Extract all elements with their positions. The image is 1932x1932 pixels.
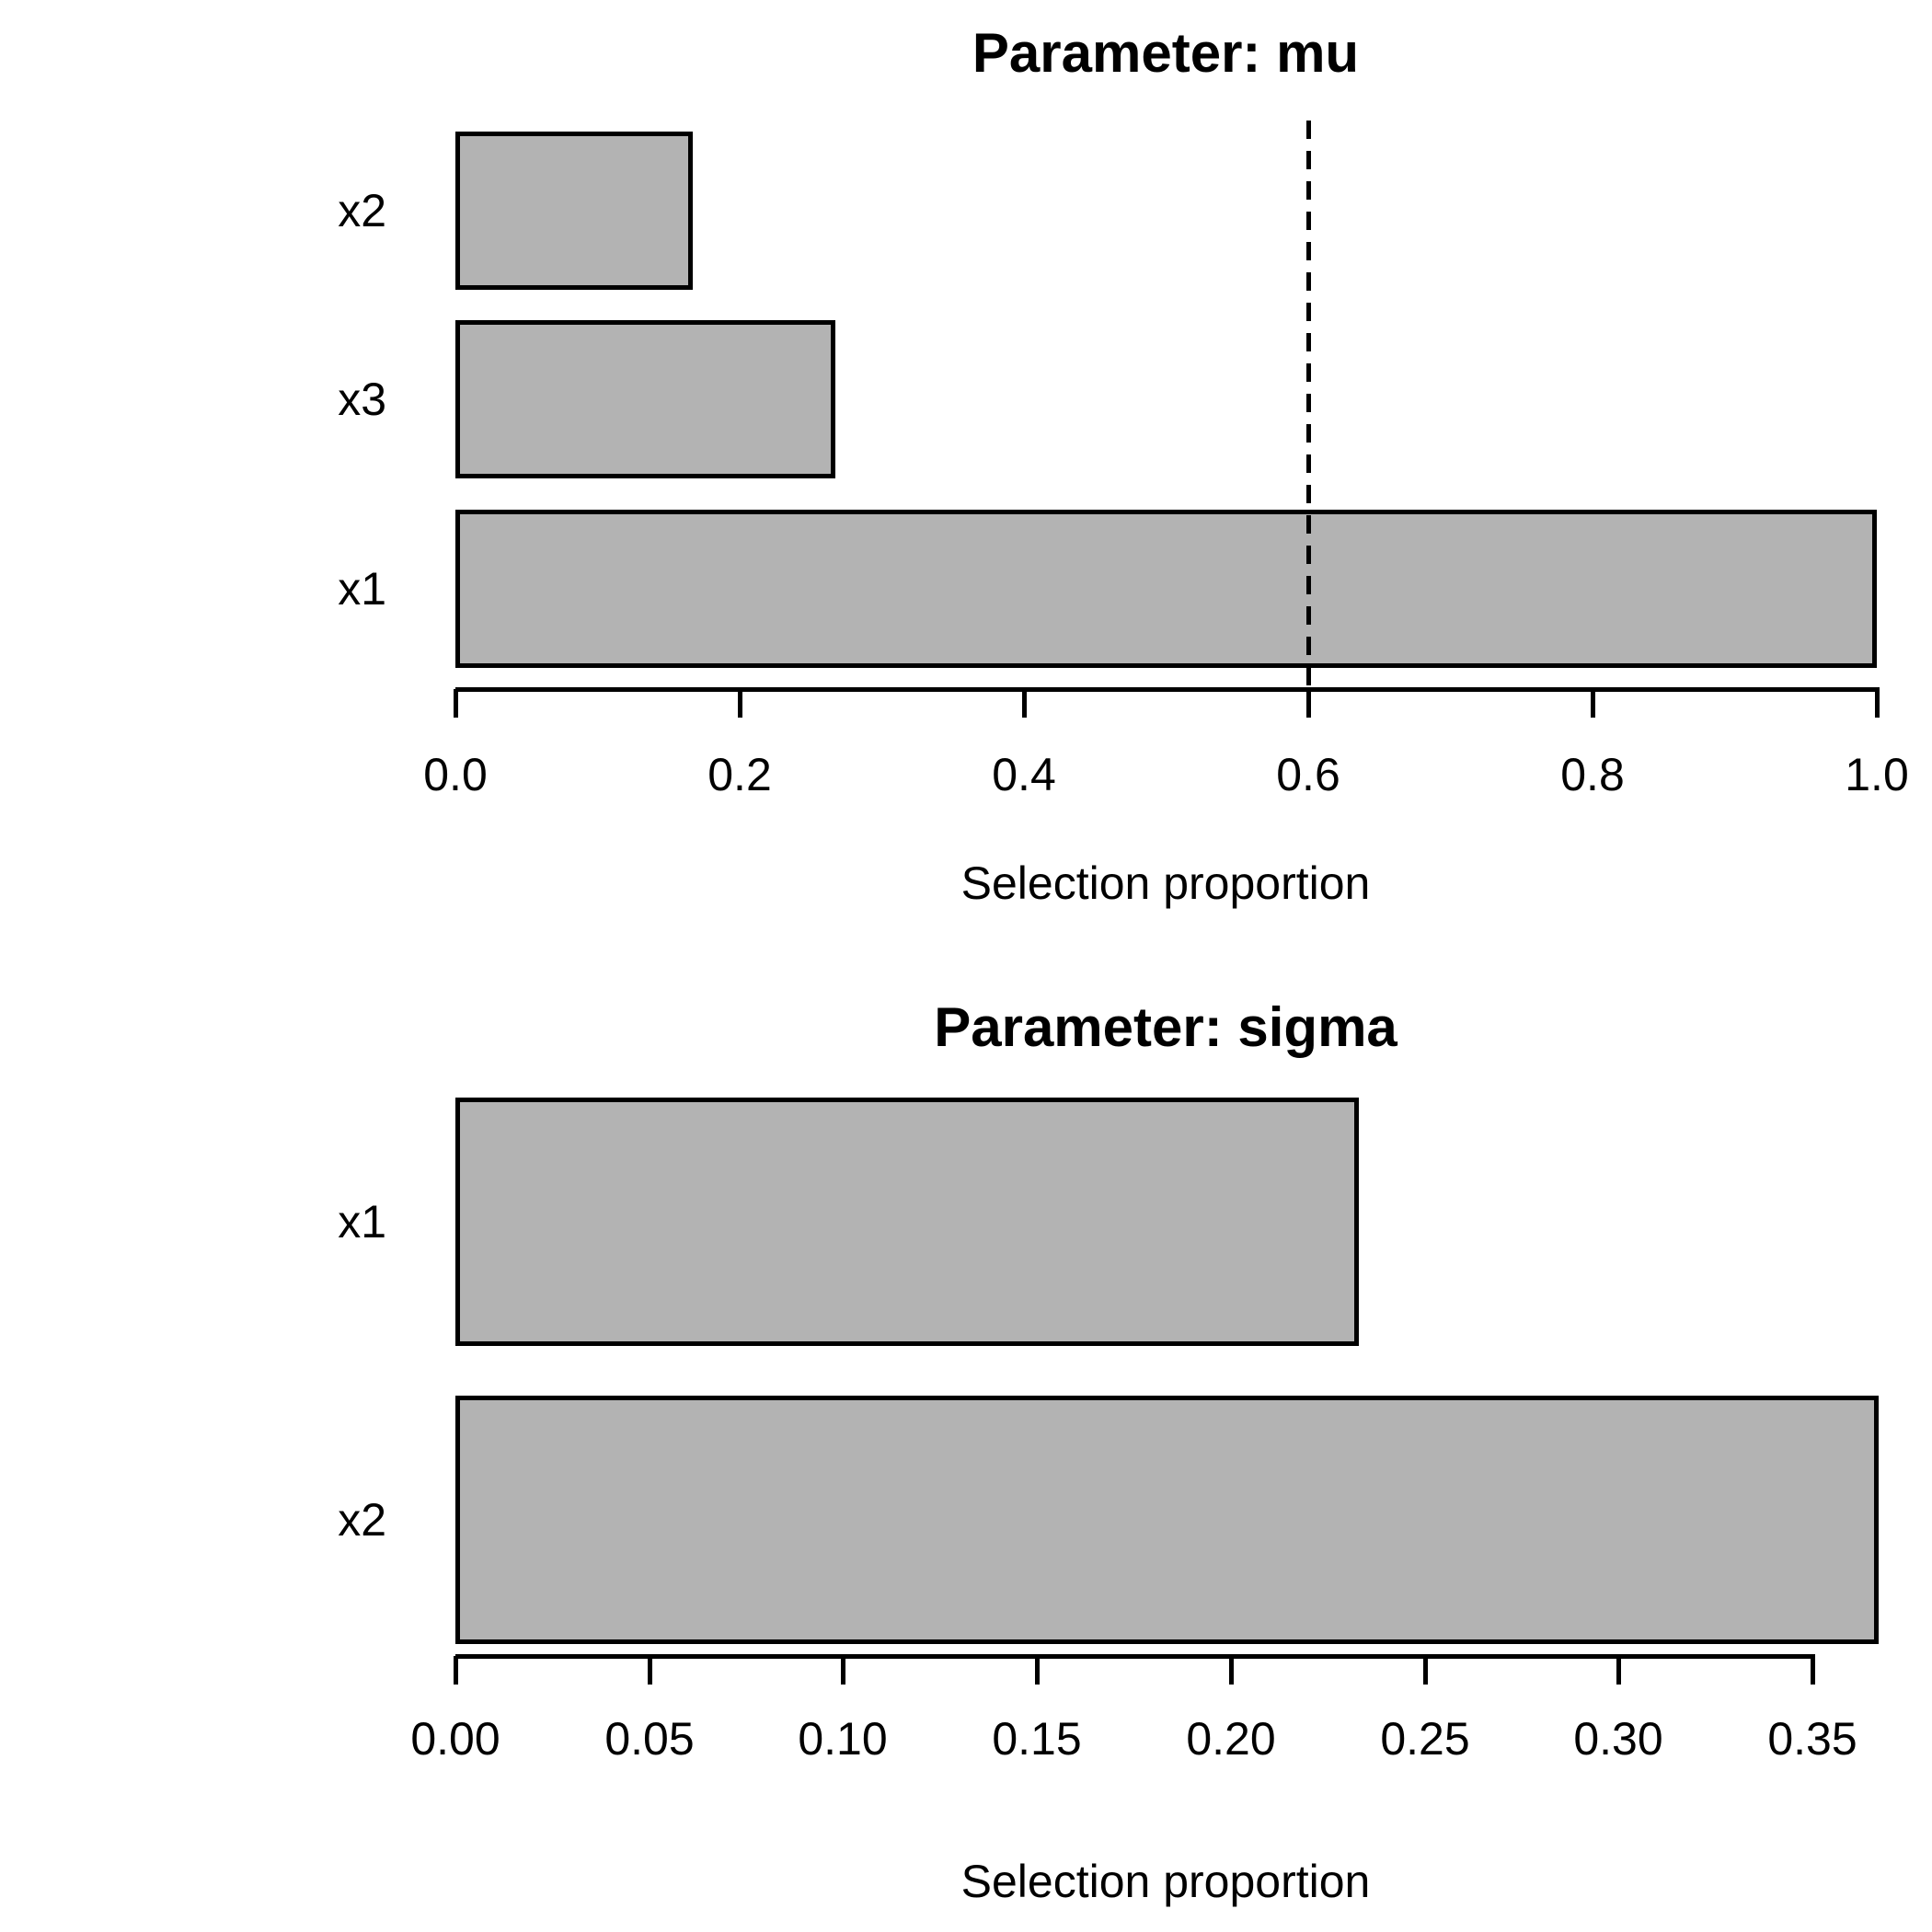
chart-mu-category-label-x2: x2 <box>338 185 386 236</box>
chart-sigma-x-axis-tick-0.00 <box>454 1656 458 1685</box>
chart-sigma-category-label-x1: x1 <box>338 1196 386 1248</box>
chart-mu-x-axis-tick-label-1.0: 1.0 <box>1845 749 1909 800</box>
chart-sigma-x-axis-tick-label-0.15: 0.15 <box>992 1713 1082 1765</box>
chart-sigma-x-axis-tick-0.05 <box>648 1656 652 1685</box>
chart-sigma-x-axis-tick-0.20 <box>1229 1656 1234 1685</box>
chart-sigma-title: Parameter: sigma <box>934 996 1397 1058</box>
chart-sigma-x-axis-tick-0.10 <box>841 1656 845 1685</box>
chart-mu-bar-x1 <box>455 510 1877 668</box>
chart-mu-bar-x2 <box>455 132 693 290</box>
chart-sigma-x-axis-tick-0.35 <box>1811 1656 1815 1685</box>
chart-mu-x-axis-tick-0.0 <box>454 689 458 718</box>
chart-sigma-x-axis-tick-label-0.35: 0.35 <box>1767 1713 1857 1765</box>
chart-mu-x-axis-tick-0.4 <box>1022 689 1027 718</box>
chart-mu-category-label-x3: x3 <box>338 374 386 425</box>
chart-mu-x-axis-tick-0.6 <box>1306 689 1311 718</box>
chart-mu-category-label-x1: x1 <box>338 563 386 615</box>
chart-mu-x-axis-tick-label-0.8: 0.8 <box>1560 749 1625 800</box>
chart-sigma-category-label-x2: x2 <box>338 1494 386 1546</box>
chart-mu-x-axis-tick-1.0 <box>1875 689 1880 718</box>
chart-mu-xaxis-label: Selection proportion <box>960 857 1371 909</box>
chart-sigma-x-axis-tick-0.15 <box>1035 1656 1040 1685</box>
chart-mu-x-axis-tick-0.2 <box>738 689 742 718</box>
chart-mu-x-axis-tick-label-0.0: 0.0 <box>423 749 488 800</box>
chart-sigma-bar-x2 <box>455 1396 1879 1644</box>
chart-sigma-x-axis-tick-label-0.05: 0.05 <box>604 1713 695 1765</box>
chart-sigma-x-axis-tick-label-0.25: 0.25 <box>1380 1713 1470 1765</box>
chart-sigma-x-axis-line <box>455 1654 1815 1659</box>
chart-sigma-xaxis-label: Selection proportion <box>960 1856 1371 1907</box>
chart-mu-x-axis-line <box>455 687 1880 692</box>
chart-mu-x-axis-tick-label-0.6: 0.6 <box>1276 749 1340 800</box>
chart-sigma-x-axis-tick-0.30 <box>1616 1656 1621 1685</box>
chart-mu-title: Parameter: mu <box>972 22 1360 84</box>
chart-mu-reference-line <box>1306 121 1311 689</box>
chart-sigma-bar-x1 <box>455 1098 1359 1346</box>
chart-mu-x-axis-tick-label-0.2: 0.2 <box>707 749 772 800</box>
chart-mu-x-axis-tick-0.8 <box>1591 689 1595 718</box>
chart-sigma-x-axis-tick-0.25 <box>1423 1656 1428 1685</box>
chart-sigma-x-axis-tick-label-0.30: 0.30 <box>1573 1713 1663 1765</box>
chart-sigma-x-axis-tick-label-0.10: 0.10 <box>798 1713 888 1765</box>
chart-sigma-x-axis-tick-label-0.20: 0.20 <box>1186 1713 1276 1765</box>
chart-mu-x-axis-tick-label-0.4: 0.4 <box>992 749 1056 800</box>
chart-mu-bar-x3 <box>455 320 835 478</box>
chart-sigma-x-axis-tick-label-0.00: 0.00 <box>410 1713 500 1765</box>
